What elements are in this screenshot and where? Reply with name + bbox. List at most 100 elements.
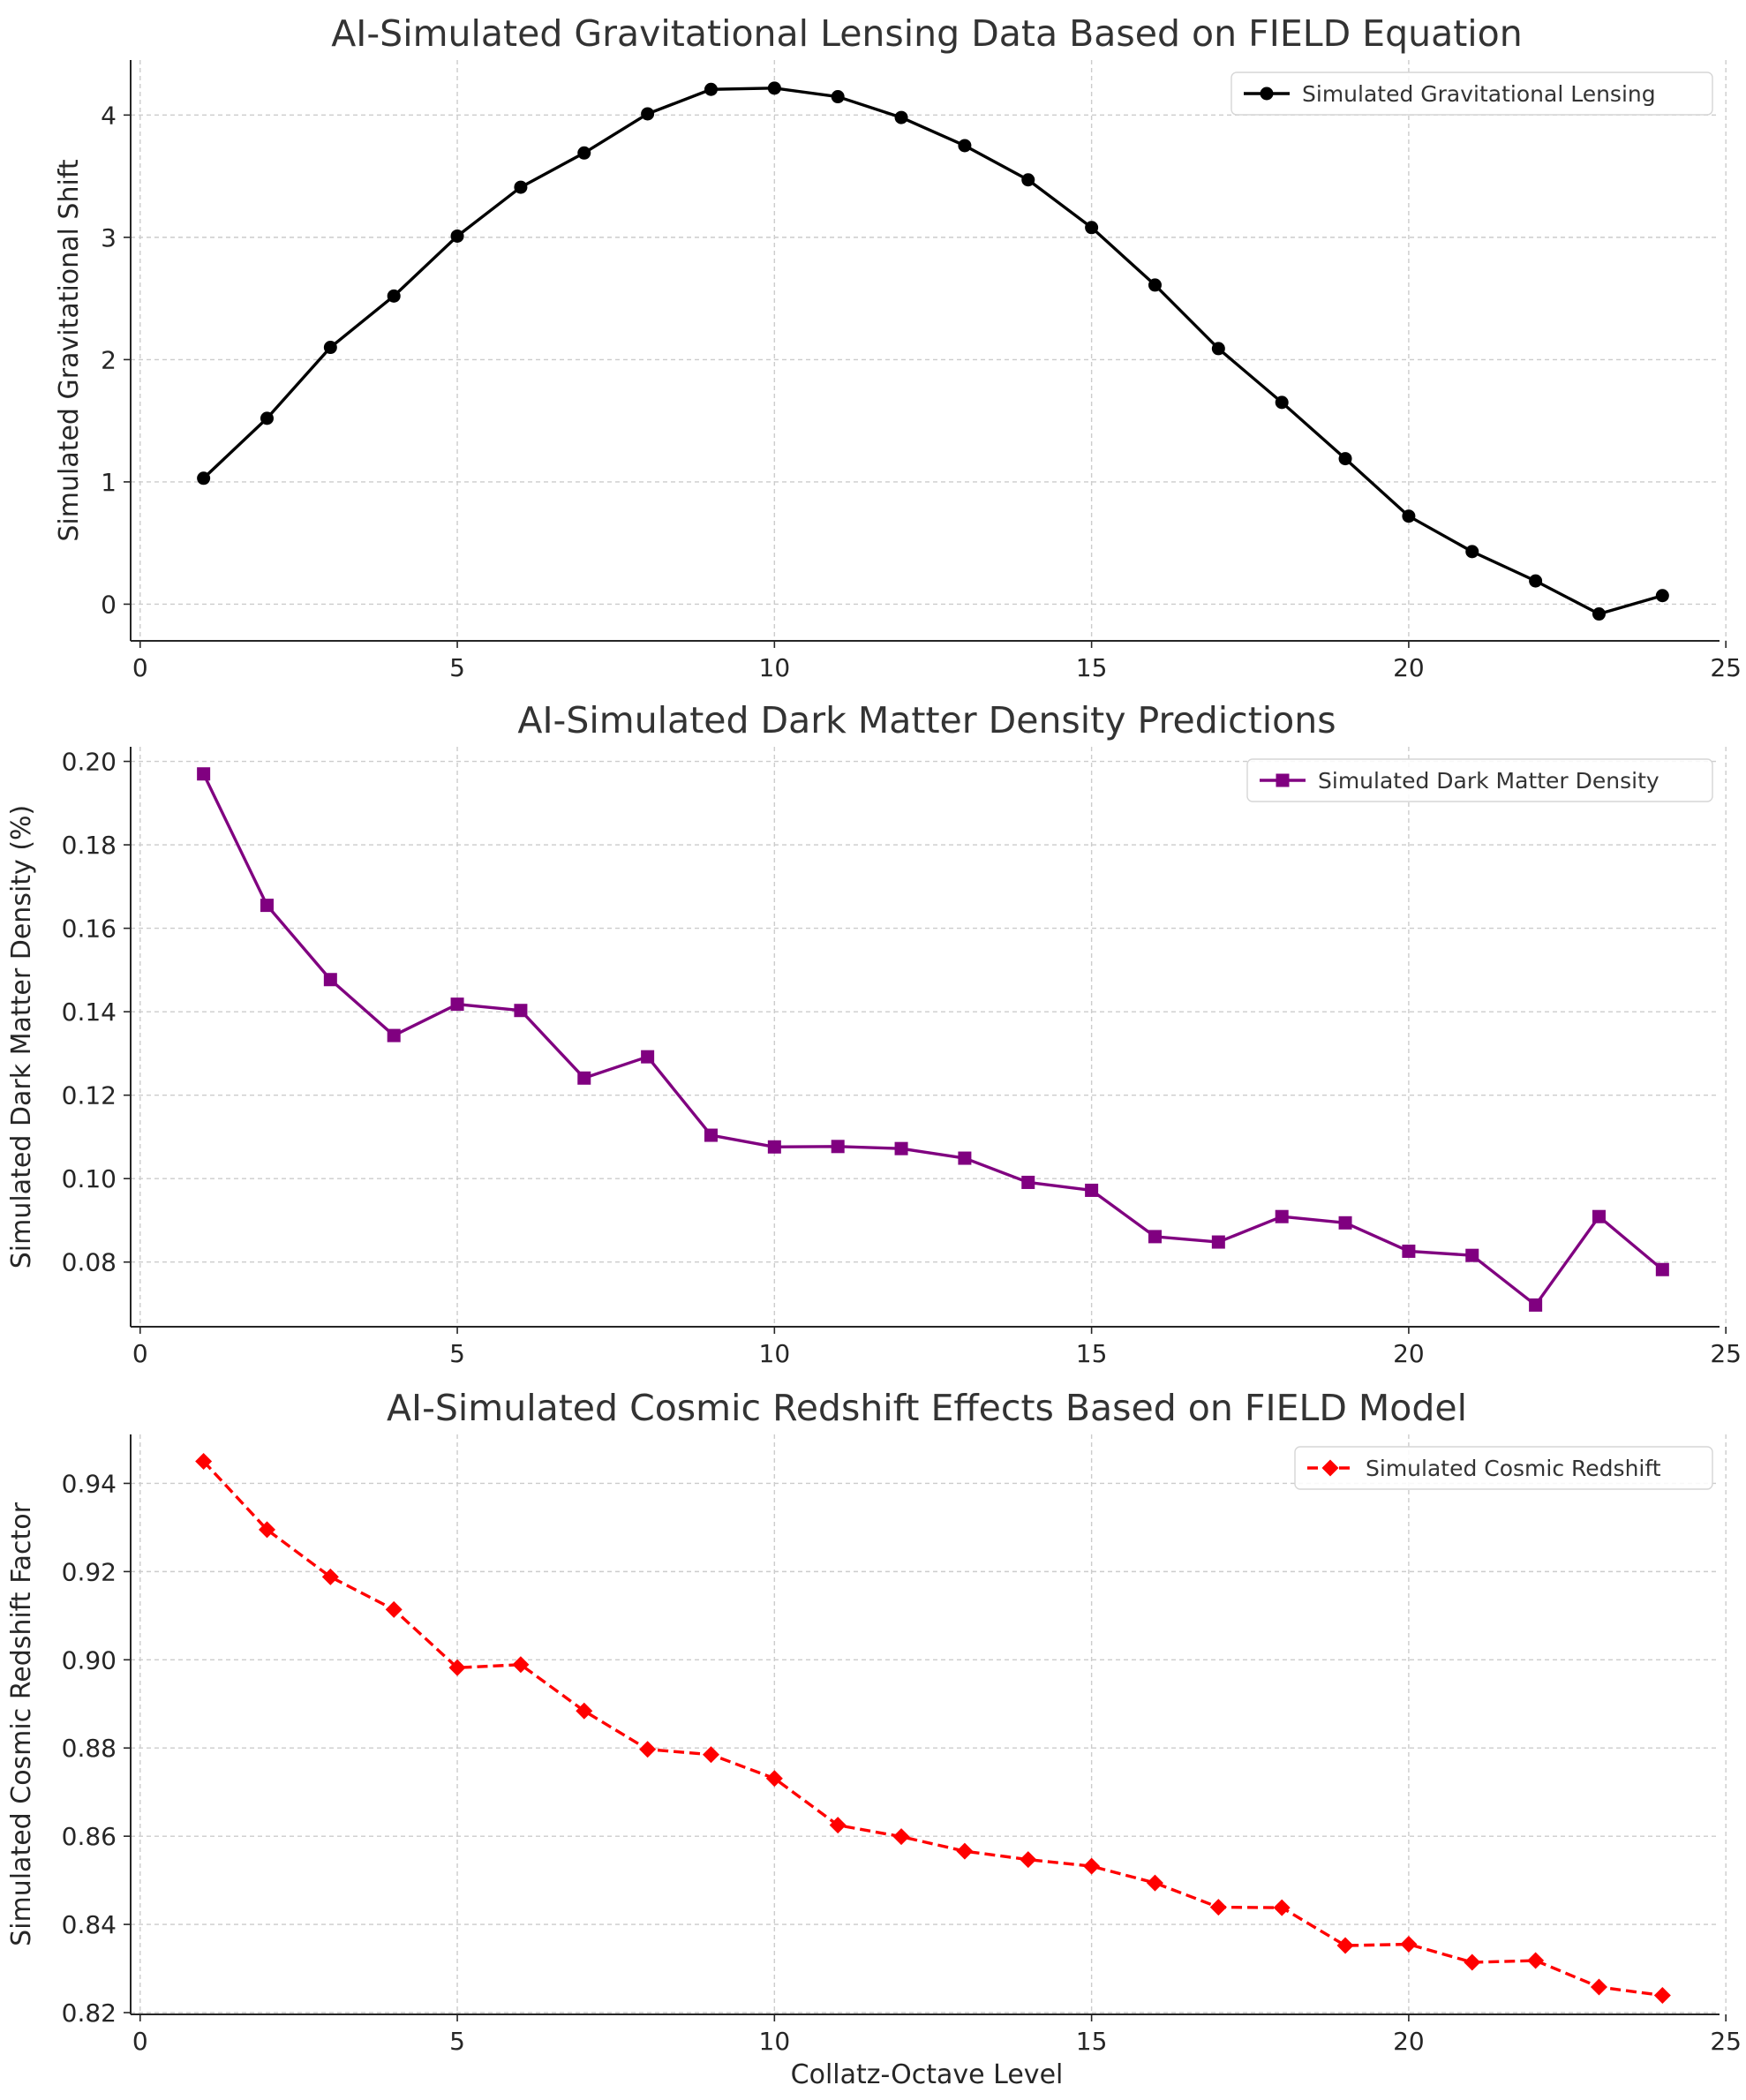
y-tick-label: 0.18 xyxy=(62,831,117,860)
y-tick-label: 0.14 xyxy=(62,997,117,1027)
legend-box xyxy=(1230,72,1713,116)
data-point xyxy=(576,1702,593,1720)
data-point xyxy=(323,341,337,355)
data-point xyxy=(197,767,211,781)
data-point xyxy=(1400,1936,1418,1953)
y-tick-label: 0.20 xyxy=(62,748,117,777)
data-point xyxy=(702,1746,719,1764)
x-tick-label: 25 xyxy=(1710,1339,1742,1368)
data-point xyxy=(577,146,591,160)
data-point xyxy=(767,1140,781,1154)
data-point xyxy=(1273,1899,1291,1916)
data-point xyxy=(1529,1298,1543,1312)
data-point xyxy=(1275,1209,1289,1223)
data-point xyxy=(1211,1235,1225,1249)
data-point xyxy=(1464,1953,1481,1971)
y-tick-label: 0 xyxy=(101,590,117,619)
x-tick-label: 20 xyxy=(1393,653,1425,682)
data-point xyxy=(1260,87,1274,101)
data-point xyxy=(385,1600,403,1618)
y-tick-label: 0.94 xyxy=(62,1469,117,1498)
x-tick-label: 10 xyxy=(759,2027,791,2056)
data-point xyxy=(514,180,528,194)
data-point xyxy=(1655,1262,1669,1276)
x-tick-label: 5 xyxy=(449,1339,465,1368)
data-point xyxy=(641,1050,655,1064)
x-tick-label: 5 xyxy=(449,653,465,682)
data-point xyxy=(1148,1230,1162,1244)
y-axis-label: Simulated Gravitational Shift xyxy=(54,159,85,541)
y-tick-label: 0.86 xyxy=(62,1822,117,1851)
data-point xyxy=(641,107,655,121)
x-tick-label: 15 xyxy=(1076,653,1108,682)
data-point xyxy=(323,973,337,987)
data-point xyxy=(514,1004,528,1018)
y-tick-label: 4 xyxy=(101,101,117,130)
data-point xyxy=(1146,1874,1163,1892)
data-point xyxy=(1653,1987,1671,2005)
y-axis-label: Simulated Cosmic Redshift Factor xyxy=(6,1502,37,1946)
x-tick-label: 15 xyxy=(1076,2027,1108,2056)
data-point xyxy=(1655,589,1669,603)
data-point xyxy=(1592,607,1606,621)
data-point xyxy=(894,110,908,124)
data-point xyxy=(577,1071,591,1085)
data-point xyxy=(512,1656,530,1674)
data-point xyxy=(767,81,781,95)
legend: Simulated Dark Matter Density xyxy=(1246,758,1713,802)
y-tick-label: 0.90 xyxy=(62,1645,117,1675)
series-line xyxy=(202,772,1664,1307)
data-point xyxy=(1020,1851,1037,1869)
data-point xyxy=(765,1770,783,1788)
chart-title: AI-Simulated Dark Matter Density Predict… xyxy=(517,699,1336,741)
data-point xyxy=(1275,395,1289,410)
x-tick-label: 15 xyxy=(1076,1339,1108,1368)
x-tick-label: 10 xyxy=(759,653,791,682)
data-point xyxy=(1338,1216,1352,1230)
data-point xyxy=(704,82,718,96)
data-point xyxy=(260,899,274,913)
y-tick-label: 0.12 xyxy=(62,1081,117,1110)
y-tick-label: 0.88 xyxy=(62,1734,117,1763)
x-tick-label: 20 xyxy=(1393,2027,1425,2056)
data-point xyxy=(1209,1899,1227,1916)
data-point xyxy=(956,1842,974,1860)
data-point xyxy=(260,411,274,425)
data-point xyxy=(958,139,972,153)
data-point xyxy=(450,997,464,1012)
data-point xyxy=(639,1741,657,1758)
y-tick-label: 2 xyxy=(101,345,117,374)
legend-label: Simulated Cosmic Redshift xyxy=(1366,1456,1661,1481)
data-point xyxy=(1527,1952,1545,1969)
legend: Simulated Gravitational Lensing xyxy=(1230,72,1713,116)
x-tick-label: 0 xyxy=(132,653,148,682)
data-point xyxy=(1021,173,1035,187)
data-point xyxy=(1529,574,1543,588)
data-point xyxy=(258,1521,275,1539)
data-point xyxy=(1336,1937,1354,1954)
data-point xyxy=(1592,1209,1606,1223)
x-tick-label: 20 xyxy=(1393,1339,1425,1368)
series-line xyxy=(202,1460,1663,1998)
data-point xyxy=(197,471,211,485)
legend-box xyxy=(1294,1446,1713,1490)
data-point xyxy=(1402,509,1416,523)
y-tick-label: 0.16 xyxy=(62,915,117,944)
legend-label: Simulated Dark Matter Density xyxy=(1318,768,1659,794)
y-axis-label: Simulated Dark Matter Density (%) xyxy=(6,805,37,1268)
y-tick-label: 0.84 xyxy=(62,1910,117,1939)
chart-panel-1: 0 5 10 15 20 25 0 1 2 3 4 AI-Simulated Gravitationa… xyxy=(54,12,1742,682)
y-tick-label: 0.92 xyxy=(62,1557,117,1586)
x-tick-label: 0 xyxy=(132,2027,148,2056)
x-tick-label: 0 xyxy=(132,1339,148,1368)
data-point xyxy=(894,1141,908,1155)
data-point xyxy=(831,90,845,104)
data-point xyxy=(958,1151,972,1165)
legend-label: Simulated Gravitational Lensing xyxy=(1302,81,1656,107)
data-point xyxy=(387,1028,401,1042)
chart-title: AI-Simulated Cosmic Redshift Effects Bas… xyxy=(387,1387,1467,1429)
legend-box xyxy=(1246,758,1713,802)
y-tick-label: 3 xyxy=(101,223,117,252)
data-point xyxy=(1276,773,1290,787)
data-point xyxy=(704,1128,718,1142)
